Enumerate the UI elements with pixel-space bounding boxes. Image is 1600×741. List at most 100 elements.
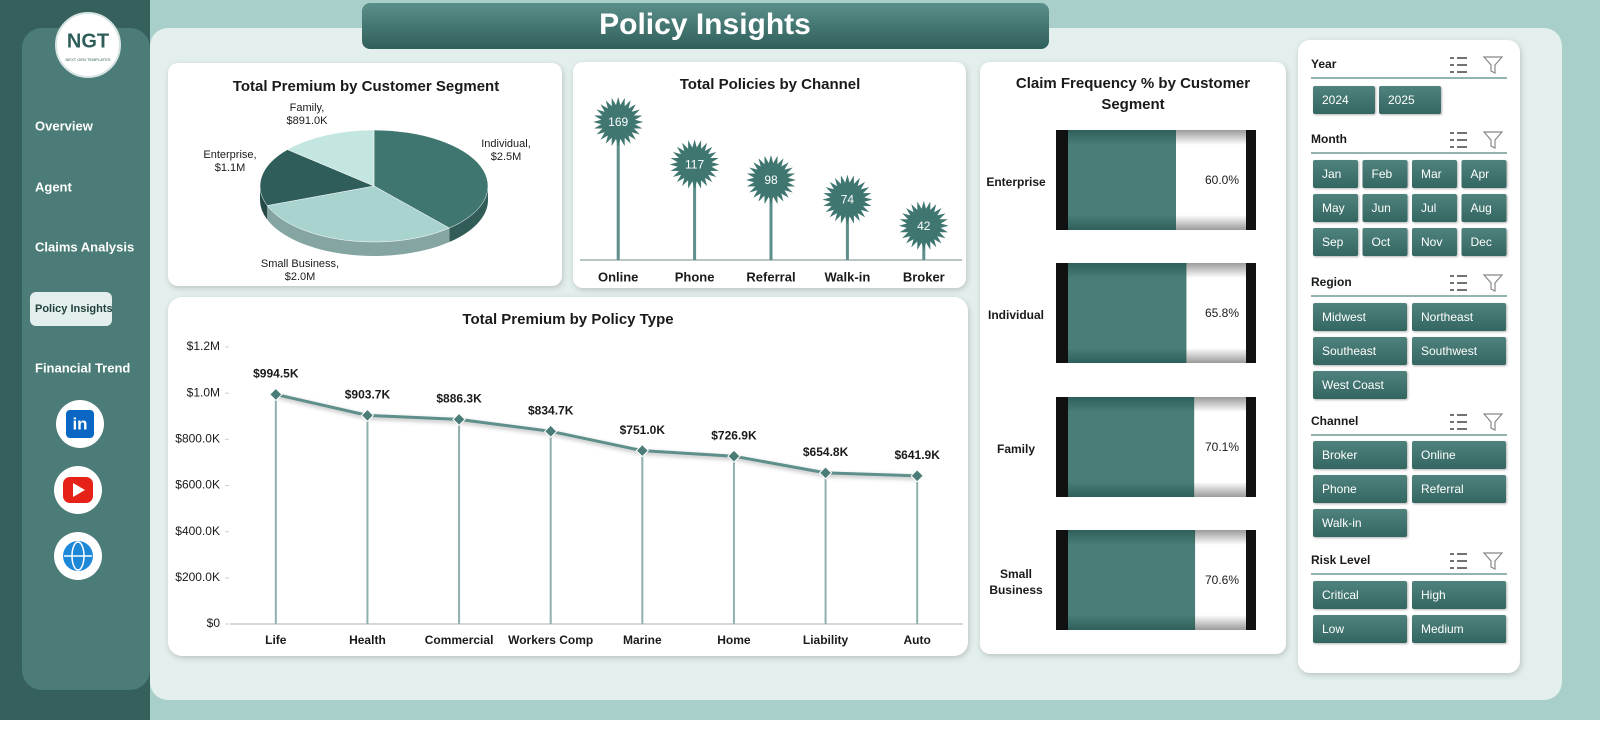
slicer-item[interactable]: 2025 bbox=[1388, 93, 1415, 107]
slicer-item[interactable]: Sep bbox=[1322, 235, 1344, 249]
slicer-item[interactable]: Medium bbox=[1421, 622, 1464, 636]
slicer-button[interactable] bbox=[1461, 194, 1507, 222]
slicer-button[interactable] bbox=[1412, 303, 1506, 331]
slicer-item[interactable]: Midwest bbox=[1322, 310, 1367, 324]
slicer-button[interactable] bbox=[1313, 160, 1358, 188]
slicer-item[interactable]: Jul bbox=[1421, 201, 1436, 215]
data-label: $903.7K bbox=[345, 388, 391, 402]
slicer-button[interactable] bbox=[1313, 509, 1407, 537]
logo-badge bbox=[55, 12, 121, 78]
lollipop-head bbox=[822, 174, 873, 225]
slicer-item[interactable]: West Coast bbox=[1322, 378, 1384, 392]
slicer-button[interactable] bbox=[1313, 371, 1407, 399]
nav-item[interactable]: Overview bbox=[35, 118, 94, 133]
bar bbox=[1068, 130, 1176, 230]
data-label: $751.0K bbox=[620, 423, 666, 437]
chart-title: Total Policies by Channel bbox=[680, 76, 861, 93]
slicer-button[interactable] bbox=[1313, 441, 1407, 469]
multi-select-icon[interactable] bbox=[1450, 553, 1467, 569]
slicer-item[interactable]: May bbox=[1322, 201, 1345, 215]
slicer-title: Risk Level bbox=[1311, 553, 1370, 567]
category-label-box: Small Business bbox=[989, 567, 1042, 597]
slicer-button[interactable] bbox=[1362, 160, 1408, 188]
y-tick-label: $200.0K bbox=[175, 570, 220, 584]
x-tick-label: Marine bbox=[623, 633, 662, 647]
clear-filter-icon[interactable] bbox=[1482, 413, 1504, 431]
slicer-item[interactable]: Low bbox=[1322, 622, 1344, 636]
slicer-button[interactable] bbox=[1412, 441, 1506, 469]
nav-item[interactable]: Policy Insights bbox=[35, 303, 113, 315]
slicer-button[interactable] bbox=[1379, 86, 1441, 114]
slicer-item[interactable]: 2024 bbox=[1322, 93, 1349, 107]
slicer-button[interactable] bbox=[1313, 194, 1358, 222]
multi-select-icon[interactable] bbox=[1450, 57, 1467, 73]
slicer-item[interactable]: Walk-in bbox=[1322, 516, 1362, 530]
slicer-item[interactable]: Critical bbox=[1322, 588, 1359, 602]
logo-subtitle: NEXT GEN TEMPLATES bbox=[66, 57, 111, 62]
slicer-button[interactable] bbox=[1362, 194, 1408, 222]
slicer-button[interactable] bbox=[1412, 581, 1506, 609]
chart-title: Claim Frequency % by Customer Segment bbox=[1015, 75, 1251, 113]
slicer-item[interactable]: Southeast bbox=[1322, 344, 1377, 358]
slicer-button[interactable] bbox=[1362, 228, 1408, 256]
slicer-item[interactable]: Feb bbox=[1372, 167, 1393, 181]
data-label: $834.7K bbox=[528, 403, 574, 417]
y-tick-label: $1.2M bbox=[187, 339, 220, 353]
slicer-button[interactable] bbox=[1313, 581, 1407, 609]
multi-select-icon[interactable] bbox=[1450, 132, 1467, 148]
slicer-button[interactable] bbox=[1313, 615, 1407, 643]
slicer-item[interactable]: Phone bbox=[1322, 482, 1357, 496]
slicer-button[interactable] bbox=[1313, 475, 1407, 503]
pie-side bbox=[260, 186, 268, 220]
slicer-button[interactable] bbox=[1461, 228, 1507, 256]
slicer-title: Year bbox=[1311, 57, 1337, 71]
slicer-button[interactable] bbox=[1412, 337, 1506, 365]
slicer-item[interactable]: Jan bbox=[1322, 167, 1341, 181]
multi-select-icon[interactable] bbox=[1450, 275, 1467, 291]
data-label: $654.8K bbox=[803, 445, 849, 459]
slicer-item[interactable]: Nov bbox=[1421, 235, 1442, 249]
clear-filter-icon[interactable] bbox=[1482, 552, 1504, 570]
clear-filter-icon[interactable] bbox=[1482, 131, 1504, 149]
x-tick-label: Referral bbox=[746, 269, 795, 284]
clear-filter-icon[interactable] bbox=[1482, 56, 1504, 74]
track-cap bbox=[1246, 263, 1256, 363]
line-marker bbox=[543, 424, 558, 439]
track-cap bbox=[1056, 530, 1068, 630]
track-cap bbox=[1246, 130, 1256, 230]
nav-item[interactable]: Agent bbox=[35, 179, 73, 194]
slicer-item[interactable]: Oct bbox=[1372, 235, 1391, 249]
slicer-item[interactable]: Referral bbox=[1421, 482, 1464, 496]
slicer-button[interactable] bbox=[1313, 228, 1358, 256]
slicer-button[interactable] bbox=[1412, 160, 1457, 188]
slicer-item[interactable]: Apr bbox=[1471, 167, 1490, 181]
slicer-button[interactable] bbox=[1412, 615, 1506, 643]
slicer-item[interactable]: Aug bbox=[1471, 201, 1492, 215]
slicer-button[interactable] bbox=[1313, 86, 1375, 114]
slicer-item[interactable]: High bbox=[1421, 588, 1446, 602]
slicer-button[interactable] bbox=[1461, 160, 1507, 188]
slicer-item[interactable]: Mar bbox=[1421, 167, 1442, 181]
slicer-item[interactable]: Dec bbox=[1471, 235, 1492, 249]
slicer-item[interactable]: Broker bbox=[1322, 448, 1357, 462]
slicer-button[interactable] bbox=[1412, 194, 1457, 222]
pie-label: Enterprise, bbox=[203, 149, 256, 161]
slicer-button[interactable] bbox=[1313, 303, 1407, 331]
nav-item[interactable]: Claims Analysis bbox=[35, 239, 134, 254]
category-label-box: Family bbox=[997, 442, 1035, 456]
data-label: 70.1% bbox=[1205, 440, 1239, 454]
data-label: 98 bbox=[764, 173, 778, 187]
slicer-button[interactable] bbox=[1313, 337, 1407, 365]
slicer-item[interactable]: Northeast bbox=[1421, 310, 1474, 324]
multi-select-icon[interactable] bbox=[1450, 414, 1467, 430]
slicer-item[interactable]: Online bbox=[1421, 448, 1456, 462]
slicer-button[interactable] bbox=[1412, 228, 1457, 256]
slicer-button[interactable] bbox=[1412, 475, 1506, 503]
slicer-item[interactable]: Jun bbox=[1372, 201, 1391, 215]
nav-item[interactable]: Financial Trend bbox=[35, 360, 130, 375]
data-label: $726.9K bbox=[711, 428, 757, 442]
x-tick-label: Walk-in bbox=[825, 269, 871, 284]
slicer-item[interactable]: Southwest bbox=[1421, 344, 1478, 358]
slicer-title: Month bbox=[1311, 132, 1347, 146]
clear-filter-icon[interactable] bbox=[1482, 274, 1504, 292]
